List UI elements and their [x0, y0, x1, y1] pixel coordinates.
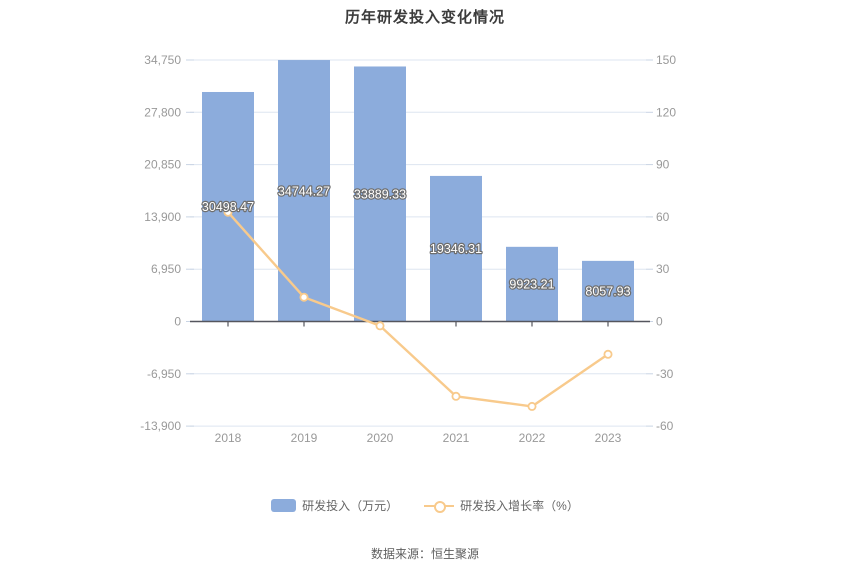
bar-value-label-2018: 30498.47 [202, 200, 254, 214]
left-axis-label: 20,850 [144, 158, 181, 172]
bar-value-label-2019: 34744.27 [278, 184, 330, 198]
left-axis-label: -13,900 [140, 419, 181, 433]
bar-value-label-2023: 8057.93 [585, 285, 630, 299]
right-axis-label: 150 [656, 53, 676, 67]
right-axis-label: -30 [656, 367, 674, 381]
x-label-2023: 2023 [595, 431, 622, 445]
x-label-2019: 2019 [291, 431, 318, 445]
bar-2023[interactable] [582, 260, 634, 322]
bar-2018[interactable] [202, 91, 254, 322]
left-axis-label: 34,750 [144, 53, 181, 67]
right-axis-label: 0 [656, 315, 663, 329]
left-axis-label: -6,950 [147, 367, 181, 381]
legend-label-bar: 研发投入（万元） [302, 499, 399, 513]
right-axis-label: 120 [656, 105, 676, 119]
bar-value-label-2022: 9923.21 [509, 278, 554, 292]
left-axis-label: 13,900 [144, 210, 181, 224]
x-label-2022: 2022 [519, 431, 546, 445]
line-series-marker-icon [424, 499, 455, 513]
legend: 研发投入（万元） 研发投入增长率（%） [0, 497, 850, 514]
right-axis-label: 60 [656, 210, 670, 224]
line-point-2021[interactable] [451, 391, 461, 401]
chart-area: 34,750 150 27,800 120 20,850 90 13,900 60 6,950 3… [140, 53, 676, 445]
line-point-2023[interactable] [603, 349, 613, 359]
bar-2022[interactable] [506, 246, 558, 322]
bar-value-label-2021: 19346.31 [430, 242, 482, 256]
x-label-2018: 2018 [215, 431, 242, 445]
line-point-2020[interactable] [375, 321, 385, 331]
line-point-2019[interactable] [299, 292, 309, 302]
left-axis-label: 27,800 [144, 105, 181, 119]
left-axis-label: 0 [174, 315, 181, 329]
data-source-note: 数据来源：恒生聚源 [370, 547, 479, 561]
chart-title: 历年研发投入变化情况 [344, 9, 505, 26]
bar-2021[interactable] [430, 175, 482, 322]
x-label-2020: 2020 [367, 431, 394, 445]
left-axis-label: 6,950 [151, 262, 181, 276]
growth-line [227, 211, 609, 408]
bar-value-label-2020: 33889.33 [354, 187, 406, 201]
line-point-2022[interactable] [527, 401, 537, 411]
line-point-2018[interactable] [223, 207, 233, 217]
legend-item-bar-series[interactable]: 研发投入（万元） [271, 497, 398, 514]
right-axis-label: -60 [656, 419, 674, 433]
right-axis-label: 90 [656, 158, 670, 172]
legend-item-line-series[interactable]: 研发投入增长率（%） [424, 497, 579, 514]
bar-series-swatch-icon [271, 499, 297, 512]
chart-svg: 34,750 150 27,800 120 20,850 90 13,900 60 6,950 3… [140, 53, 676, 445]
bar-2020[interactable] [354, 66, 406, 322]
right-axis-label: 30 [656, 262, 670, 276]
legend-label-line: 研发投入增长率（%） [460, 499, 579, 513]
x-label-2021: 2021 [443, 431, 470, 445]
